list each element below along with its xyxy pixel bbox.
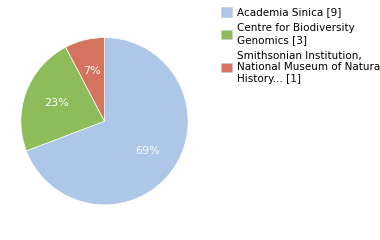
Wedge shape (26, 38, 188, 205)
Wedge shape (21, 47, 104, 151)
Wedge shape (66, 38, 104, 121)
Text: 23%: 23% (44, 98, 68, 108)
Text: 7%: 7% (83, 66, 101, 76)
Text: 69%: 69% (135, 146, 160, 156)
Legend: Academia Sinica [9], Centre for Biodiversity
Genomics [3], Smithsonian Instituti: Academia Sinica [9], Centre for Biodiver… (219, 5, 380, 86)
